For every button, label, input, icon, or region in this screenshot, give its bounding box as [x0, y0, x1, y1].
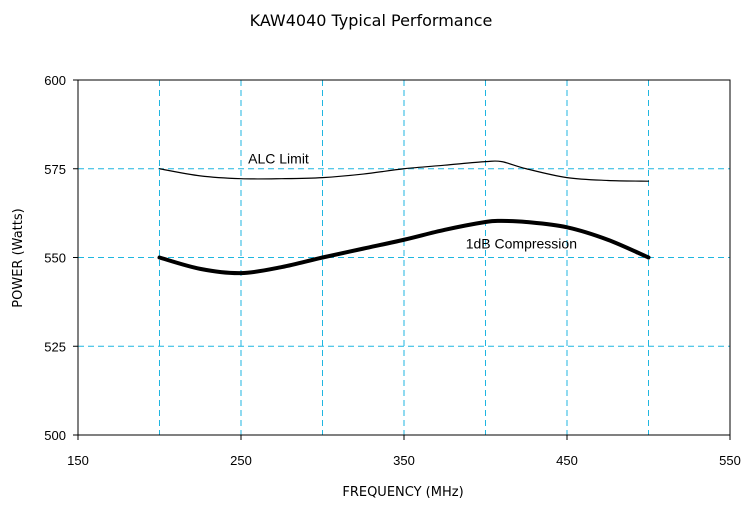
annotation-layer: ALC Limit 1dB Compression: [248, 150, 577, 251]
y-axis-label: POWER (Watts): [11, 208, 26, 307]
annotation-label: 1dB Compression: [466, 236, 577, 252]
x-axis-label: FREQUENCY (MHz): [342, 485, 463, 500]
x-tick-label: 150: [67, 453, 89, 468]
y-tick-label: 600: [44, 73, 66, 88]
x-tick-label: 450: [556, 453, 578, 468]
series-line-1db-compression: [157, 218, 651, 276]
series-layer: [157, 160, 651, 276]
y-tick-label: 525: [44, 339, 66, 354]
chart-title: KAW4040 Typical Performance: [250, 11, 493, 30]
x-tick-label: 350: [393, 453, 415, 468]
x-tick-label: 550: [719, 453, 741, 468]
x-axis-ticks: 150 250 350 450 550: [67, 435, 741, 468]
x-tick-label: 250: [230, 453, 252, 468]
annotation-label: ALC Limit: [248, 150, 309, 166]
y-tick-label: 575: [44, 162, 66, 177]
y-tick-label: 550: [44, 251, 66, 266]
y-axis-ticks: 500 525 550 575 600: [44, 73, 78, 443]
series-line-alc-limit: [158, 160, 650, 182]
y-tick-label: 500: [44, 428, 66, 443]
grid: [78, 80, 730, 435]
